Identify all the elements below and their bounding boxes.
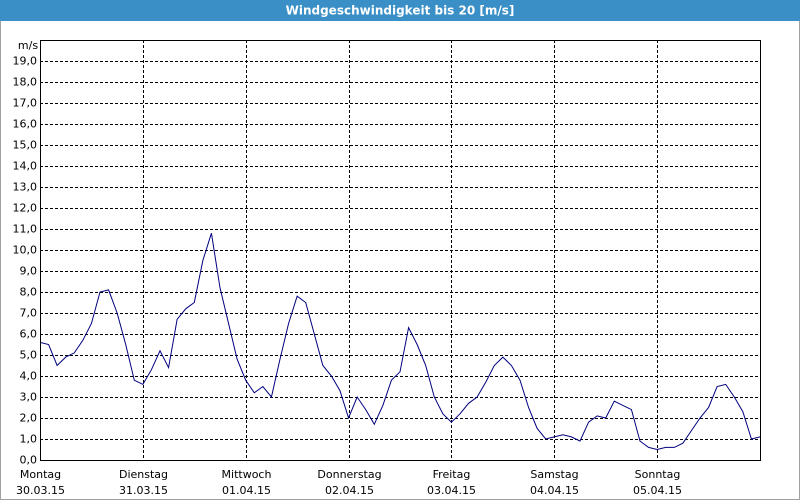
y-tick-label: 4,0 — [20, 370, 38, 383]
y-axis-label: m/s — [18, 39, 38, 52]
x-tick-date: 30.03.15 — [16, 484, 65, 497]
y-tick-label: 1,0 — [20, 433, 38, 446]
y-tick-label: 11,0 — [13, 223, 38, 236]
y-tick-label: 8,0 — [20, 286, 38, 299]
y-tick-label: 6,0 — [20, 328, 38, 341]
y-tick-label: 14,0 — [13, 160, 38, 173]
title-bar — [0, 0, 800, 21]
y-tick-label: 12,0 — [13, 202, 38, 215]
plot-frame — [40, 40, 761, 461]
y-tick-label: 10,0 — [13, 244, 38, 257]
x-tick-date: 05.04.15 — [633, 484, 682, 497]
x-tick-label: Mittwoch — [222, 468, 272, 481]
y-tick-label: 2,0 — [20, 412, 38, 425]
x-tick-date: 03.04.15 — [427, 484, 476, 497]
x-tick-label: Freitag — [433, 468, 471, 481]
y-tick-label: 15,0 — [13, 139, 38, 152]
x-tick-date: 02.04.15 — [325, 484, 374, 497]
y-tick-label: 7,0 — [20, 307, 38, 320]
y-tick-label: 5,0 — [20, 349, 38, 362]
y-tick-label: 3,0 — [20, 391, 38, 404]
y-tick-label: 9,0 — [20, 265, 38, 278]
x-tick-label: Donnerstag — [317, 468, 381, 481]
y-tick-label: 19,0 — [13, 55, 38, 68]
y-tick-label: 0,0 — [20, 454, 38, 467]
x-tick-label: Samstag — [530, 468, 578, 481]
grid — [40, 40, 760, 461]
x-tick-date: 31.03.15 — [119, 484, 168, 497]
x-tick-date: 04.04.15 — [530, 484, 579, 497]
y-tick-label: 16,0 — [13, 118, 38, 131]
x-tick-label: Dienstag — [119, 468, 168, 481]
chart-title: Windgeschwindigkeit bis 20 [m/s] — [286, 4, 515, 18]
marks — [39, 233, 761, 451]
line-series — [39, 233, 761, 451]
x-tick-date: 01.04.15 — [222, 484, 271, 497]
y-tick-label: 13,0 — [13, 181, 38, 194]
x-tick-label: Montag — [20, 468, 61, 481]
y-tick-label: 18,0 — [13, 76, 38, 89]
x-tick-label: Sonntag — [635, 468, 681, 481]
y-tick-label: 17,0 — [13, 97, 38, 110]
